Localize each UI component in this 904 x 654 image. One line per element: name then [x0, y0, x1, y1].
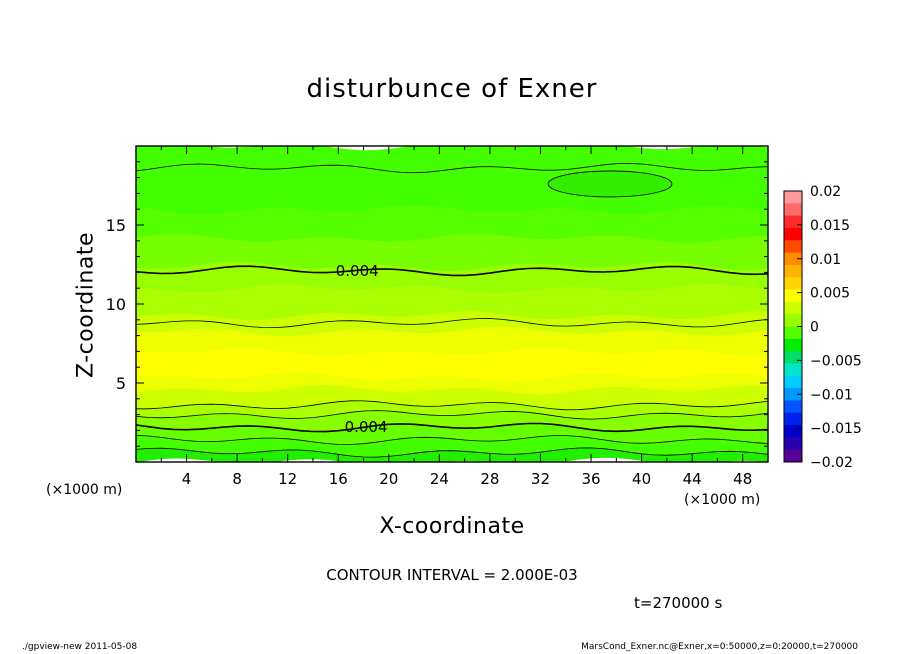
colorbar-segment-21 [784, 449, 802, 463]
colorbar-tick-label-4: 0 [810, 320, 819, 336]
colorbar: 0.02 0.015 0.01 0.005 0 −0.005 −0.01 −0.015 −0.0… [783, 184, 862, 471]
colorbar-tick-label-5: −0.005 [810, 353, 862, 369]
colorbar-segment-15 [784, 375, 802, 389]
colorbar-segment-13 [784, 351, 802, 364]
colorbar-segment-17 [784, 400, 802, 414]
x-tick-label-10: 44 [683, 470, 702, 488]
contour-closed [547, 170, 673, 198]
colorbar-segment-3 [784, 227, 802, 241]
y-tick-label-0: 5 [116, 374, 126, 393]
contour-line-4 [136, 400, 768, 411]
colorbar-segment-4 [784, 240, 802, 254]
footer-right: MarsCond_Exner.nc@Exner,x=0:50000,z=0:20… [581, 642, 858, 652]
colorbar-tick-label-7: −0.015 [810, 421, 862, 437]
field-band-14 [136, 146, 768, 215]
colorbar-segment-0 [784, 191, 802, 204]
x-tick-label-6: 28 [480, 470, 499, 488]
colorbar-segment-14 [784, 363, 802, 377]
x-tick-label-3: 16 [329, 470, 348, 488]
x-axis-unit: (×1000 m) [684, 492, 761, 508]
colorbar-segment-12 [784, 338, 802, 352]
y-axis-ticks: 5 10 15 [106, 161, 768, 447]
colorbar-tick-label-3: 0.005 [810, 286, 850, 302]
contour-line-2 [136, 422, 768, 433]
contour-label-1: 0.004 [345, 418, 388, 436]
x-tick-label-7: 32 [531, 470, 550, 488]
contour-line-0 [136, 447, 768, 458]
colorbar-segment-10 [784, 314, 802, 327]
x-tick-label-1: 8 [232, 470, 242, 488]
y-tick-label-1: 10 [106, 295, 126, 314]
x-tick-label-8: 36 [581, 470, 600, 488]
colorbar-segment-18 [784, 412, 802, 426]
contour-line-3 [136, 410, 768, 420]
x-tick-label-11: 48 [733, 470, 752, 488]
y-axis-unit: (×1000 m) [46, 482, 123, 498]
colorbar-tick-label-2: 0.01 [810, 252, 841, 268]
x-tick-label-0: 4 [182, 470, 192, 488]
colorbar-tick-label-8: −0.02 [810, 455, 853, 471]
contour-line-7 [136, 162, 768, 174]
time-label: t=270000 s [634, 594, 723, 612]
x-tick-label-9: 40 [632, 470, 651, 488]
colorbar-tick-label-6: −0.01 [810, 387, 853, 403]
colorbar-segment-5 [784, 252, 802, 266]
footer-left: ./gpview-new 2011-05-08 [22, 642, 138, 652]
y-tick-label-2: 15 [106, 216, 126, 235]
contour-line-1 [136, 434, 768, 445]
colorbar-tick-label-1: 0.015 [810, 218, 850, 234]
contour-label-0: 0.004 [336, 262, 379, 280]
contour-interval-text: CONTOUR INTERVAL = 2.000E-03 [326, 566, 578, 584]
x-tick-label-4: 20 [379, 470, 398, 488]
chart-title: disturbunce of Exner [306, 74, 598, 104]
colorbar-segment-9 [784, 301, 802, 315]
contour-line-6 [136, 265, 768, 277]
x-tick-label-5: 24 [430, 470, 449, 488]
field-layers [136, 146, 768, 462]
colorbar-segment-7 [784, 277, 802, 291]
contour-labels: 0.004 0.004 [336, 262, 388, 436]
y-axis-label: Z-coordinate [73, 232, 99, 378]
colorbar-tick-label-0: 0.02 [810, 184, 841, 200]
colorbar-segment-19 [784, 425, 802, 438]
colorbar-segment-16 [784, 388, 802, 401]
colorbar-segment-6 [784, 264, 802, 278]
colorbar-segment-11 [784, 326, 802, 340]
contour-lines [136, 162, 768, 458]
colorbar-segment-8 [784, 289, 802, 303]
colorbar-segment-2 [784, 215, 802, 229]
x-axis-label: X-coordinate [379, 514, 525, 539]
x-tick-label-2: 12 [278, 470, 297, 488]
colorbar-segment-1 [784, 203, 802, 217]
colorbar-segment-20 [784, 437, 802, 451]
contour-line-5 [136, 318, 768, 329]
x-axis-ticks: 4 8 12 16 20 24 28 32 36 40 44 48 [160, 146, 769, 488]
